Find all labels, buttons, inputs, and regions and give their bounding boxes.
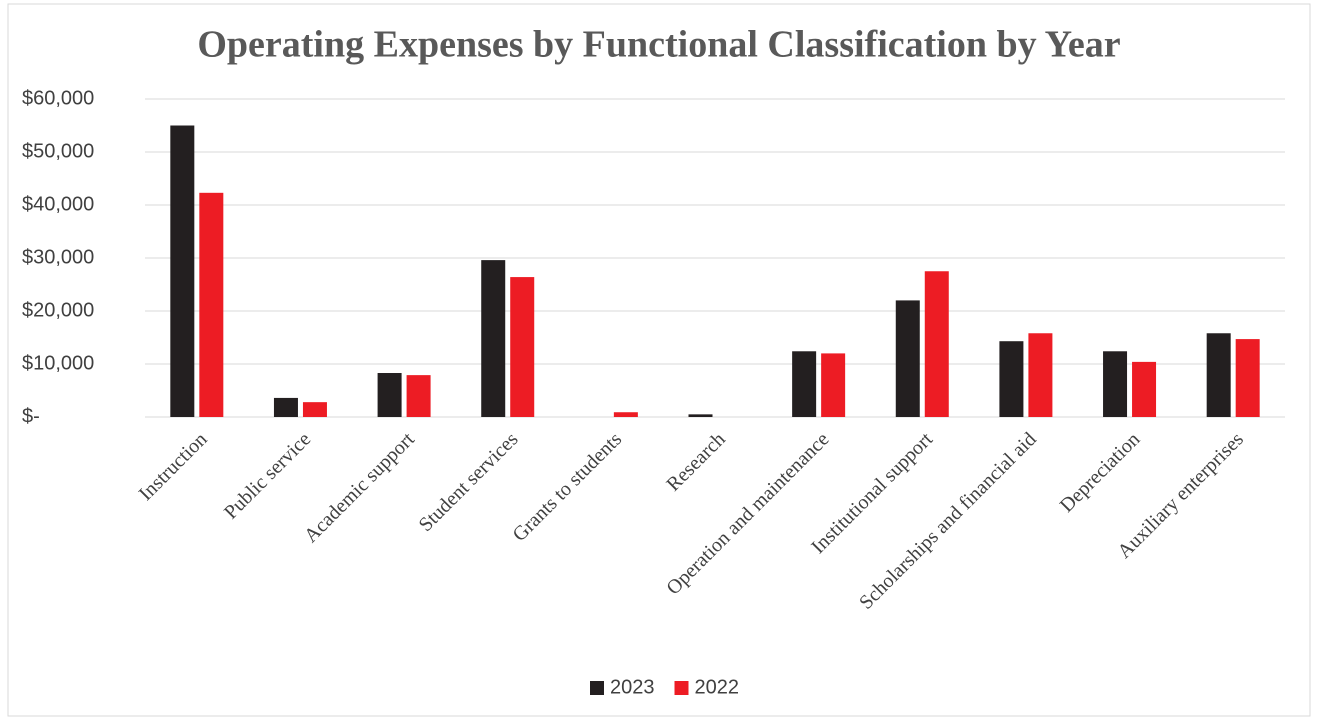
legend-swatch <box>674 681 689 695</box>
y-tick-label: $40,000 <box>22 193 94 215</box>
bar <box>924 271 949 417</box>
bar <box>1028 333 1053 417</box>
bar <box>688 414 713 417</box>
bar <box>792 351 817 417</box>
bar <box>510 277 535 417</box>
y-tick-label: $30,000 <box>22 246 94 268</box>
bar <box>999 341 1024 417</box>
bar <box>302 402 327 417</box>
bar <box>1103 351 1128 417</box>
bar <box>481 260 506 417</box>
bar <box>895 300 920 417</box>
bar <box>1235 339 1260 417</box>
y-tick-label: $60,000 <box>22 87 94 109</box>
bar <box>199 192 224 417</box>
bar <box>377 373 402 417</box>
bar <box>613 412 638 417</box>
y-tick-label: $50,000 <box>22 140 94 162</box>
legend-swatch <box>590 681 604 695</box>
bar <box>1132 361 1157 417</box>
legend-label: 2023 <box>610 676 655 698</box>
bar <box>273 397 298 417</box>
y-tick-label: $20,000 <box>22 299 94 321</box>
legend-label: 2022 <box>695 676 740 698</box>
y-tick-label: $- <box>22 405 40 427</box>
y-tick-label: $10,000 <box>22 352 94 374</box>
chart-border <box>7 3 1311 717</box>
chart-title: Operating Expenses by Functional Classif… <box>197 24 1120 66</box>
bar <box>821 353 846 417</box>
bar <box>406 375 431 417</box>
bar <box>1206 333 1231 417</box>
bar <box>170 125 195 417</box>
